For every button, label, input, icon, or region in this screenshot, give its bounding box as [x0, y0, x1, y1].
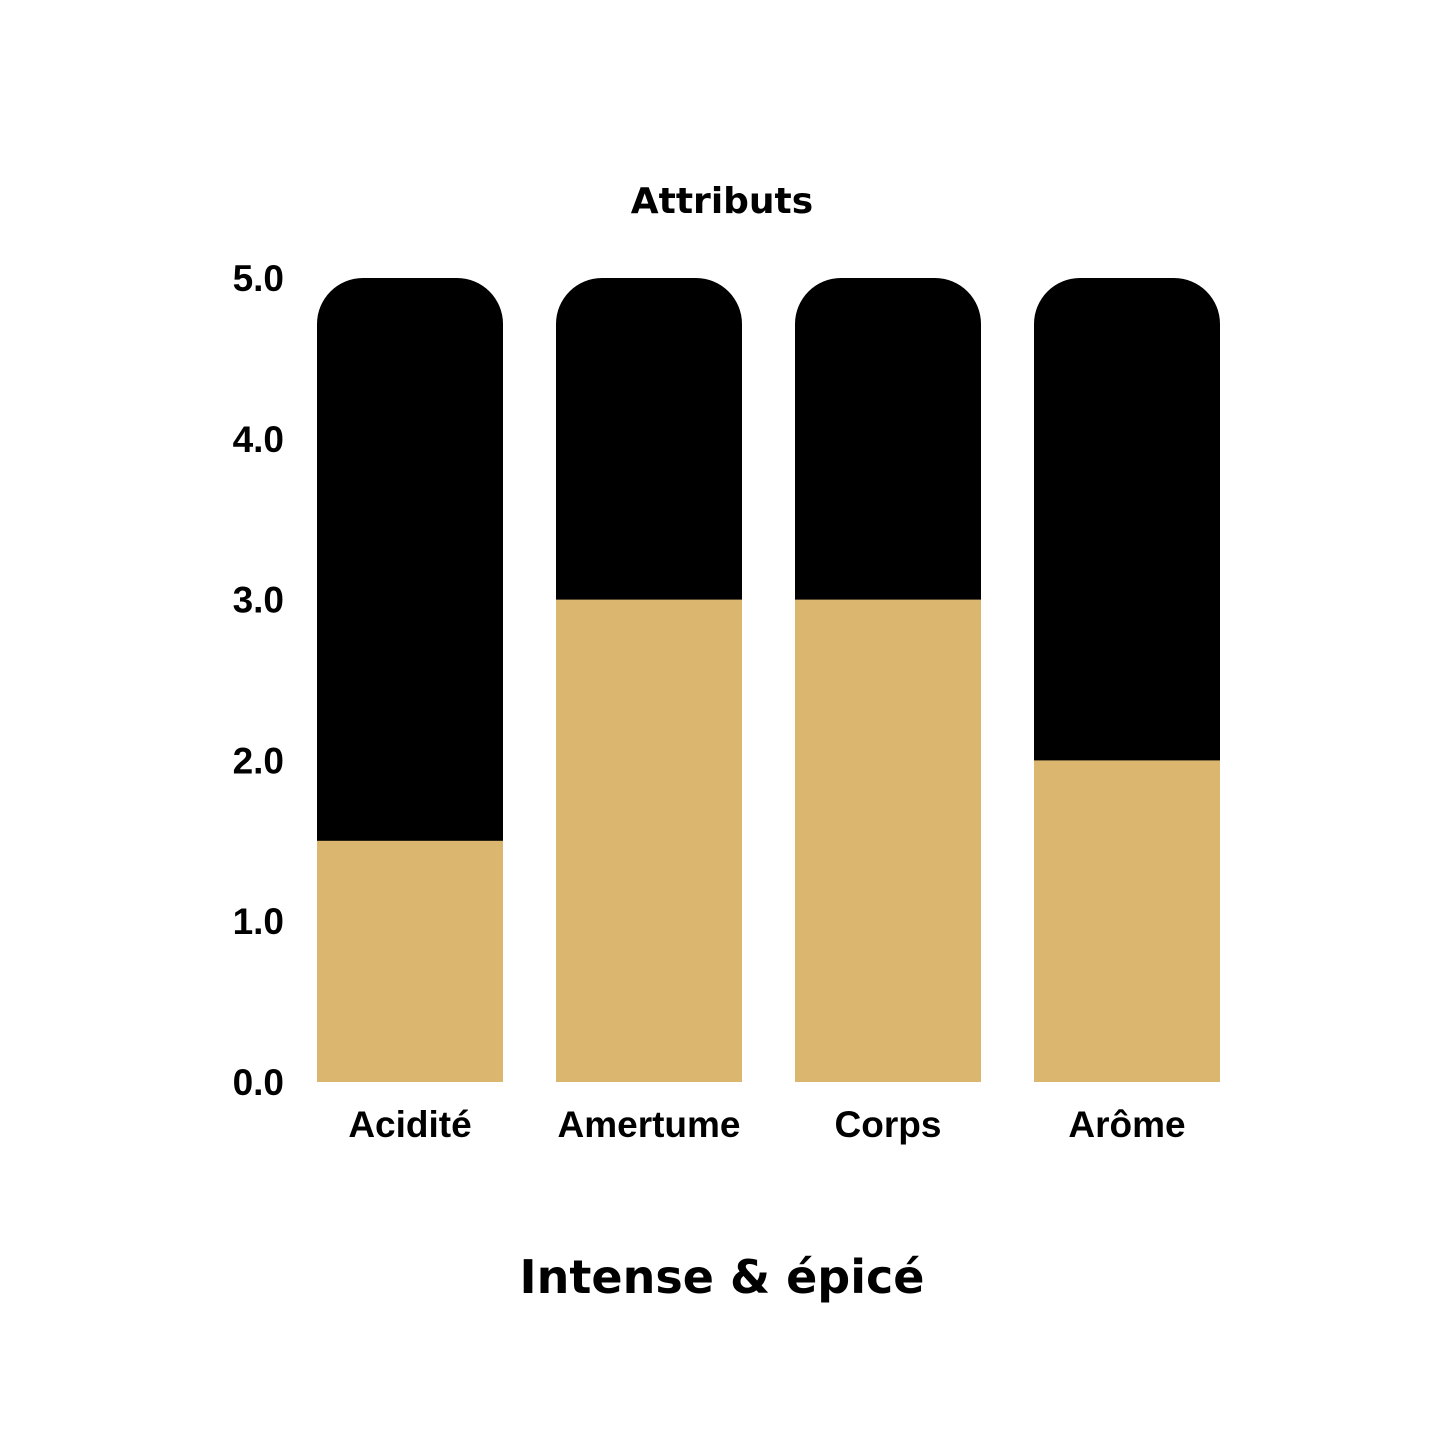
chart-caption: Intense & épicé [520, 1250, 925, 1304]
x-axis-labels: Acidité Amertume Corps Arôme [348, 1104, 1185, 1145]
y-tick-label: 4.0 [233, 419, 284, 460]
y-tick-label: 5.0 [233, 258, 284, 299]
bar-value [795, 599, 981, 1082]
chart-title: Attributs [631, 181, 813, 222]
bar-value [317, 840, 503, 1082]
x-category-label: Corps [835, 1104, 942, 1145]
x-category-label: Arôme [1068, 1104, 1185, 1145]
y-tick-label: 0.0 [233, 1062, 284, 1103]
x-category-label: Amertume [558, 1104, 741, 1145]
bars [317, 278, 1220, 1082]
y-tick-label: 1.0 [233, 901, 284, 942]
x-category-label: Acidité [348, 1104, 471, 1145]
bar-value [556, 599, 742, 1082]
bar-value [1034, 760, 1220, 1082]
y-tick-label: 2.0 [233, 740, 284, 781]
y-tick-label: 3.0 [233, 580, 284, 621]
y-axis-ticks: 0.0 1.0 2.0 3.0 4.0 5.0 [233, 258, 284, 1103]
